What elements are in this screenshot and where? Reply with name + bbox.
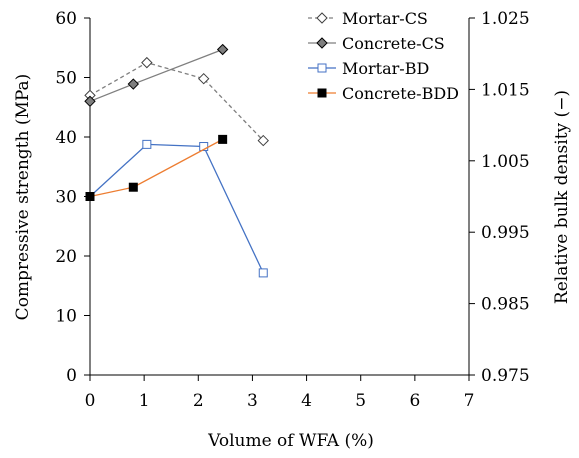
series-layer xyxy=(84,43,269,278)
y2-tick-label: 1.025 xyxy=(481,9,530,29)
data-point-concrete-bdd xyxy=(128,182,138,192)
legend-marker-concrete-cs xyxy=(316,37,328,49)
data-point-mortar-bd xyxy=(142,139,152,149)
y-axis-title: Compressive strength (MPa) xyxy=(13,74,33,321)
series-line-mortar-bd xyxy=(89,143,264,274)
data-point-concrete-bdd xyxy=(85,192,95,201)
x-tick-label: 7 xyxy=(464,391,475,411)
legend: Mortar-CS Concrete-CS Mortar-BD Concrete-BD… xyxy=(308,9,459,103)
x-tick-label: 4 xyxy=(301,391,312,411)
data-point-concrete-bdd xyxy=(218,134,228,144)
data-point-concrete-cs xyxy=(216,43,229,56)
x-tick-label: 5 xyxy=(355,391,366,411)
legend-marker-mortar-cs xyxy=(316,12,328,24)
y-tick-label: 50 xyxy=(55,69,77,89)
y-tick-label: 20 xyxy=(55,247,77,267)
x-tick-label: 1 xyxy=(139,391,150,411)
y2-tick-label: 0.975 xyxy=(481,366,530,386)
data-point-mortar-cs xyxy=(197,72,210,85)
data-point-mortar-bd xyxy=(258,268,268,278)
y2-tick-label: 0.995 xyxy=(481,223,530,243)
legend-label-concrete-bdd: Concrete-BDD xyxy=(342,84,459,103)
legend-marker-concrete-bdd xyxy=(317,88,327,98)
data-point-mortar-cs xyxy=(257,134,269,147)
x-tick-label: 2 xyxy=(193,391,204,411)
y-tick-label: 0 xyxy=(66,366,77,386)
y-tick-label: 60 xyxy=(55,9,77,29)
data-point-mortar-bd xyxy=(199,142,209,152)
legend-label-mortar-cs: Mortar-CS xyxy=(342,9,428,28)
y-tick-label: 10 xyxy=(55,307,77,327)
x-tick-label: 0 xyxy=(85,391,96,411)
data-point-concrete-cs xyxy=(127,78,140,90)
y2-tick-label: 0.985 xyxy=(481,295,530,315)
axes: 0 1 2 3 4 5 6 7 0 10 20 30 40 50 60 0.975 0.985 0.995 1.00… xyxy=(55,9,529,411)
data-point-concrete-cs xyxy=(84,95,96,108)
y2-tick-label: 1.005 xyxy=(481,152,530,172)
x-axis-title: Volume of WFA (%) xyxy=(207,431,374,451)
y2-axis-title: Relative bulk density (−) xyxy=(552,90,572,304)
data-point-mortar-cs xyxy=(141,56,153,69)
x-tick-label: 6 xyxy=(409,391,420,411)
legend-label-concrete-cs: Concrete-CS xyxy=(342,34,445,53)
legend-label-mortar-bd: Mortar-BD xyxy=(342,59,429,78)
y-tick-label: 40 xyxy=(55,128,77,148)
y-tick-label: 30 xyxy=(55,188,77,208)
y2-tick-label: 1.015 xyxy=(481,80,530,100)
series-line-mortar-cs xyxy=(89,61,264,142)
x-tick-label: 3 xyxy=(247,391,258,411)
legend-marker-mortar-bd xyxy=(317,63,327,73)
